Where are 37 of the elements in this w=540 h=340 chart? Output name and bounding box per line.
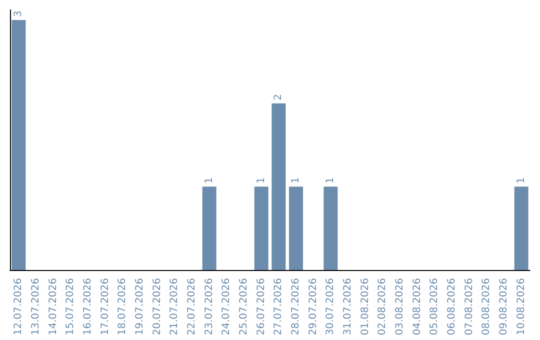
x-tick-label: 13.07.2026: [30, 278, 42, 336]
data-label: 1: [516, 177, 527, 184]
x-tick-label: 30.07.2026: [325, 278, 336, 336]
data-label: 1: [204, 177, 215, 184]
x-tick-label: 21.07.2026: [169, 278, 180, 336]
x-tick-label: 19.07.2026: [134, 278, 146, 336]
x-tick-label: 07.08.2026: [464, 278, 475, 336]
x-tick-label: 29.07.2026: [308, 278, 319, 336]
x-tick-label: 08.08.2026: [481, 278, 492, 336]
x-tick-label: 18.07.2026: [117, 278, 128, 336]
x-tick-label: 15.07.2026: [65, 278, 76, 336]
x-tick-label: 22.07.2026: [186, 278, 198, 336]
x-tick-label: 23.07.2026: [204, 278, 215, 336]
x-tick-label: 27.07.2026: [273, 278, 284, 336]
data-label: 1: [290, 177, 302, 184]
x-tick-label: 12.07.2026: [13, 278, 24, 336]
x-tick-label: 04.08.2026: [412, 278, 423, 336]
x-tick-label: 02.08.2026: [377, 278, 388, 336]
x-tick-label: 05.08.2026: [429, 278, 440, 336]
x-tick-label: 25.07.2026: [238, 278, 250, 336]
x-tick-label: 10.08.2026: [516, 278, 527, 336]
data-label: 1: [325, 177, 336, 184]
data-label: 3: [13, 10, 24, 17]
data-label: 2: [273, 94, 284, 100]
x-tick-label: 01.08.2026: [360, 278, 371, 336]
x-tick-label: 06.08.2026: [446, 278, 458, 336]
x-tick-label: 03.08.2026: [394, 278, 406, 336]
data-label: 1: [256, 177, 267, 184]
x-tick-label: 09.08.2026: [498, 278, 510, 336]
x-tick-label: 14.07.2026: [48, 278, 59, 336]
x-tick-label: 28.07.2026: [290, 278, 302, 336]
x-tick-label: 24.07.2026: [221, 278, 232, 336]
x-tick-label: 26.07.2026: [256, 278, 267, 336]
x-tick-label: 20.07.2026: [152, 278, 163, 336]
x-tick-label: 31.07.2026: [342, 278, 354, 336]
x-tick-label: 17.07.2026: [100, 278, 111, 336]
x-tick-label: 16.07.2026: [82, 278, 94, 336]
